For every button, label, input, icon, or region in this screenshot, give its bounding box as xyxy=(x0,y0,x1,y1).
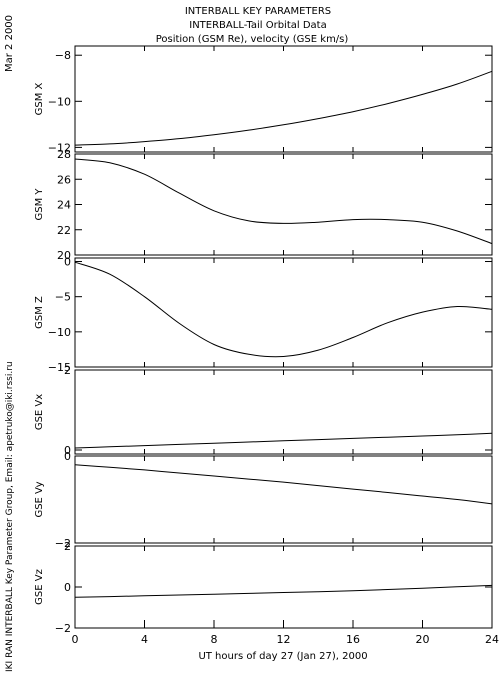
series-line-gsm-z xyxy=(74,261,493,358)
y-tick-label: −2 xyxy=(55,537,71,550)
y-axis-label: GSE Vy xyxy=(34,481,45,517)
panel-3: 0 2 GSE Vx xyxy=(34,364,493,457)
y-tick-label: −8 xyxy=(55,49,71,62)
panel-4: −2 0 GSE Vy xyxy=(34,450,493,550)
credit-line: IKI RAN INTERBALL Key Parameter Group, E… xyxy=(5,361,15,672)
series-line-gse-vz xyxy=(74,584,493,598)
y-tick-label: 24 xyxy=(57,199,71,212)
chart-subtitle: INTERBALL-Tail Orbital Data xyxy=(189,20,326,31)
y-tick-label: 0 xyxy=(64,450,71,463)
y-tick-label: 22 xyxy=(57,224,71,237)
series-line-gsm-x xyxy=(74,70,493,146)
y-tick-label: 0 xyxy=(64,581,71,594)
y-tick-label: −2 xyxy=(55,622,71,635)
y-axis-label: GSM Y xyxy=(34,188,45,221)
y-axis-label: GSE Vx xyxy=(34,394,45,430)
x-tick-label: 0 xyxy=(72,633,79,646)
x-tick-label: 12 xyxy=(277,633,291,646)
panel-0: −12 −10 −8 GSM X xyxy=(34,45,493,154)
y-tick-label: −10 xyxy=(48,95,71,108)
y-tick-label: −15 xyxy=(48,361,71,374)
date-stamp: Mar 2 2000 xyxy=(4,15,15,72)
x-tick-label: 24 xyxy=(485,633,499,646)
y-axis-label: GSE Vz xyxy=(34,569,45,605)
y-axis-label: GSM Z xyxy=(34,296,45,329)
chart-title: INTERBALL KEY PARAMETERS xyxy=(185,6,331,17)
x-tick-label: 20 xyxy=(416,633,430,646)
y-tick-label: 2 xyxy=(64,540,71,553)
x-tick-label: 4 xyxy=(141,633,148,646)
panel-frame xyxy=(74,153,493,256)
series-line-gsm-y xyxy=(74,158,493,245)
x-tick-label: 16 xyxy=(346,633,360,646)
panel-1: 20 22 24 26 28 GSM Y xyxy=(34,148,493,262)
y-tick-label: 28 xyxy=(57,148,71,161)
y-tick-label: −10 xyxy=(48,326,71,339)
y-tick-label: 0 xyxy=(64,256,71,269)
y-tick-label: −5 xyxy=(55,291,71,304)
y-tick-label: −12 xyxy=(48,141,71,154)
panel-5: −2 0 2 GSE Vz xyxy=(34,540,493,635)
series-line-gse-vx xyxy=(74,432,493,449)
panel-frame xyxy=(74,369,493,455)
y-tick-label: 26 xyxy=(57,173,71,186)
y-tick-label: 2 xyxy=(64,364,71,377)
y-axis-label: GSM X xyxy=(34,82,45,115)
x-tick-label: 8 xyxy=(211,633,218,646)
panel-frame xyxy=(74,257,493,368)
chart-subsubtitle: Position (GSM Re), velocity (GSE km/s) xyxy=(156,34,349,45)
x-axis: 0 4 8 12 16 20 24 xyxy=(72,620,499,646)
y-tick-label: 20 xyxy=(57,249,71,262)
series-line-gse-vy xyxy=(74,464,493,505)
panel-frame xyxy=(74,45,493,153)
y-tick-label: 0 xyxy=(64,444,71,457)
x-axis-label: UT hours of day 27 (Jan 27), 2000 xyxy=(198,651,367,662)
panel-frame xyxy=(74,545,493,629)
panel-2: −15 −10 −5 0 GSM Z xyxy=(34,256,493,374)
